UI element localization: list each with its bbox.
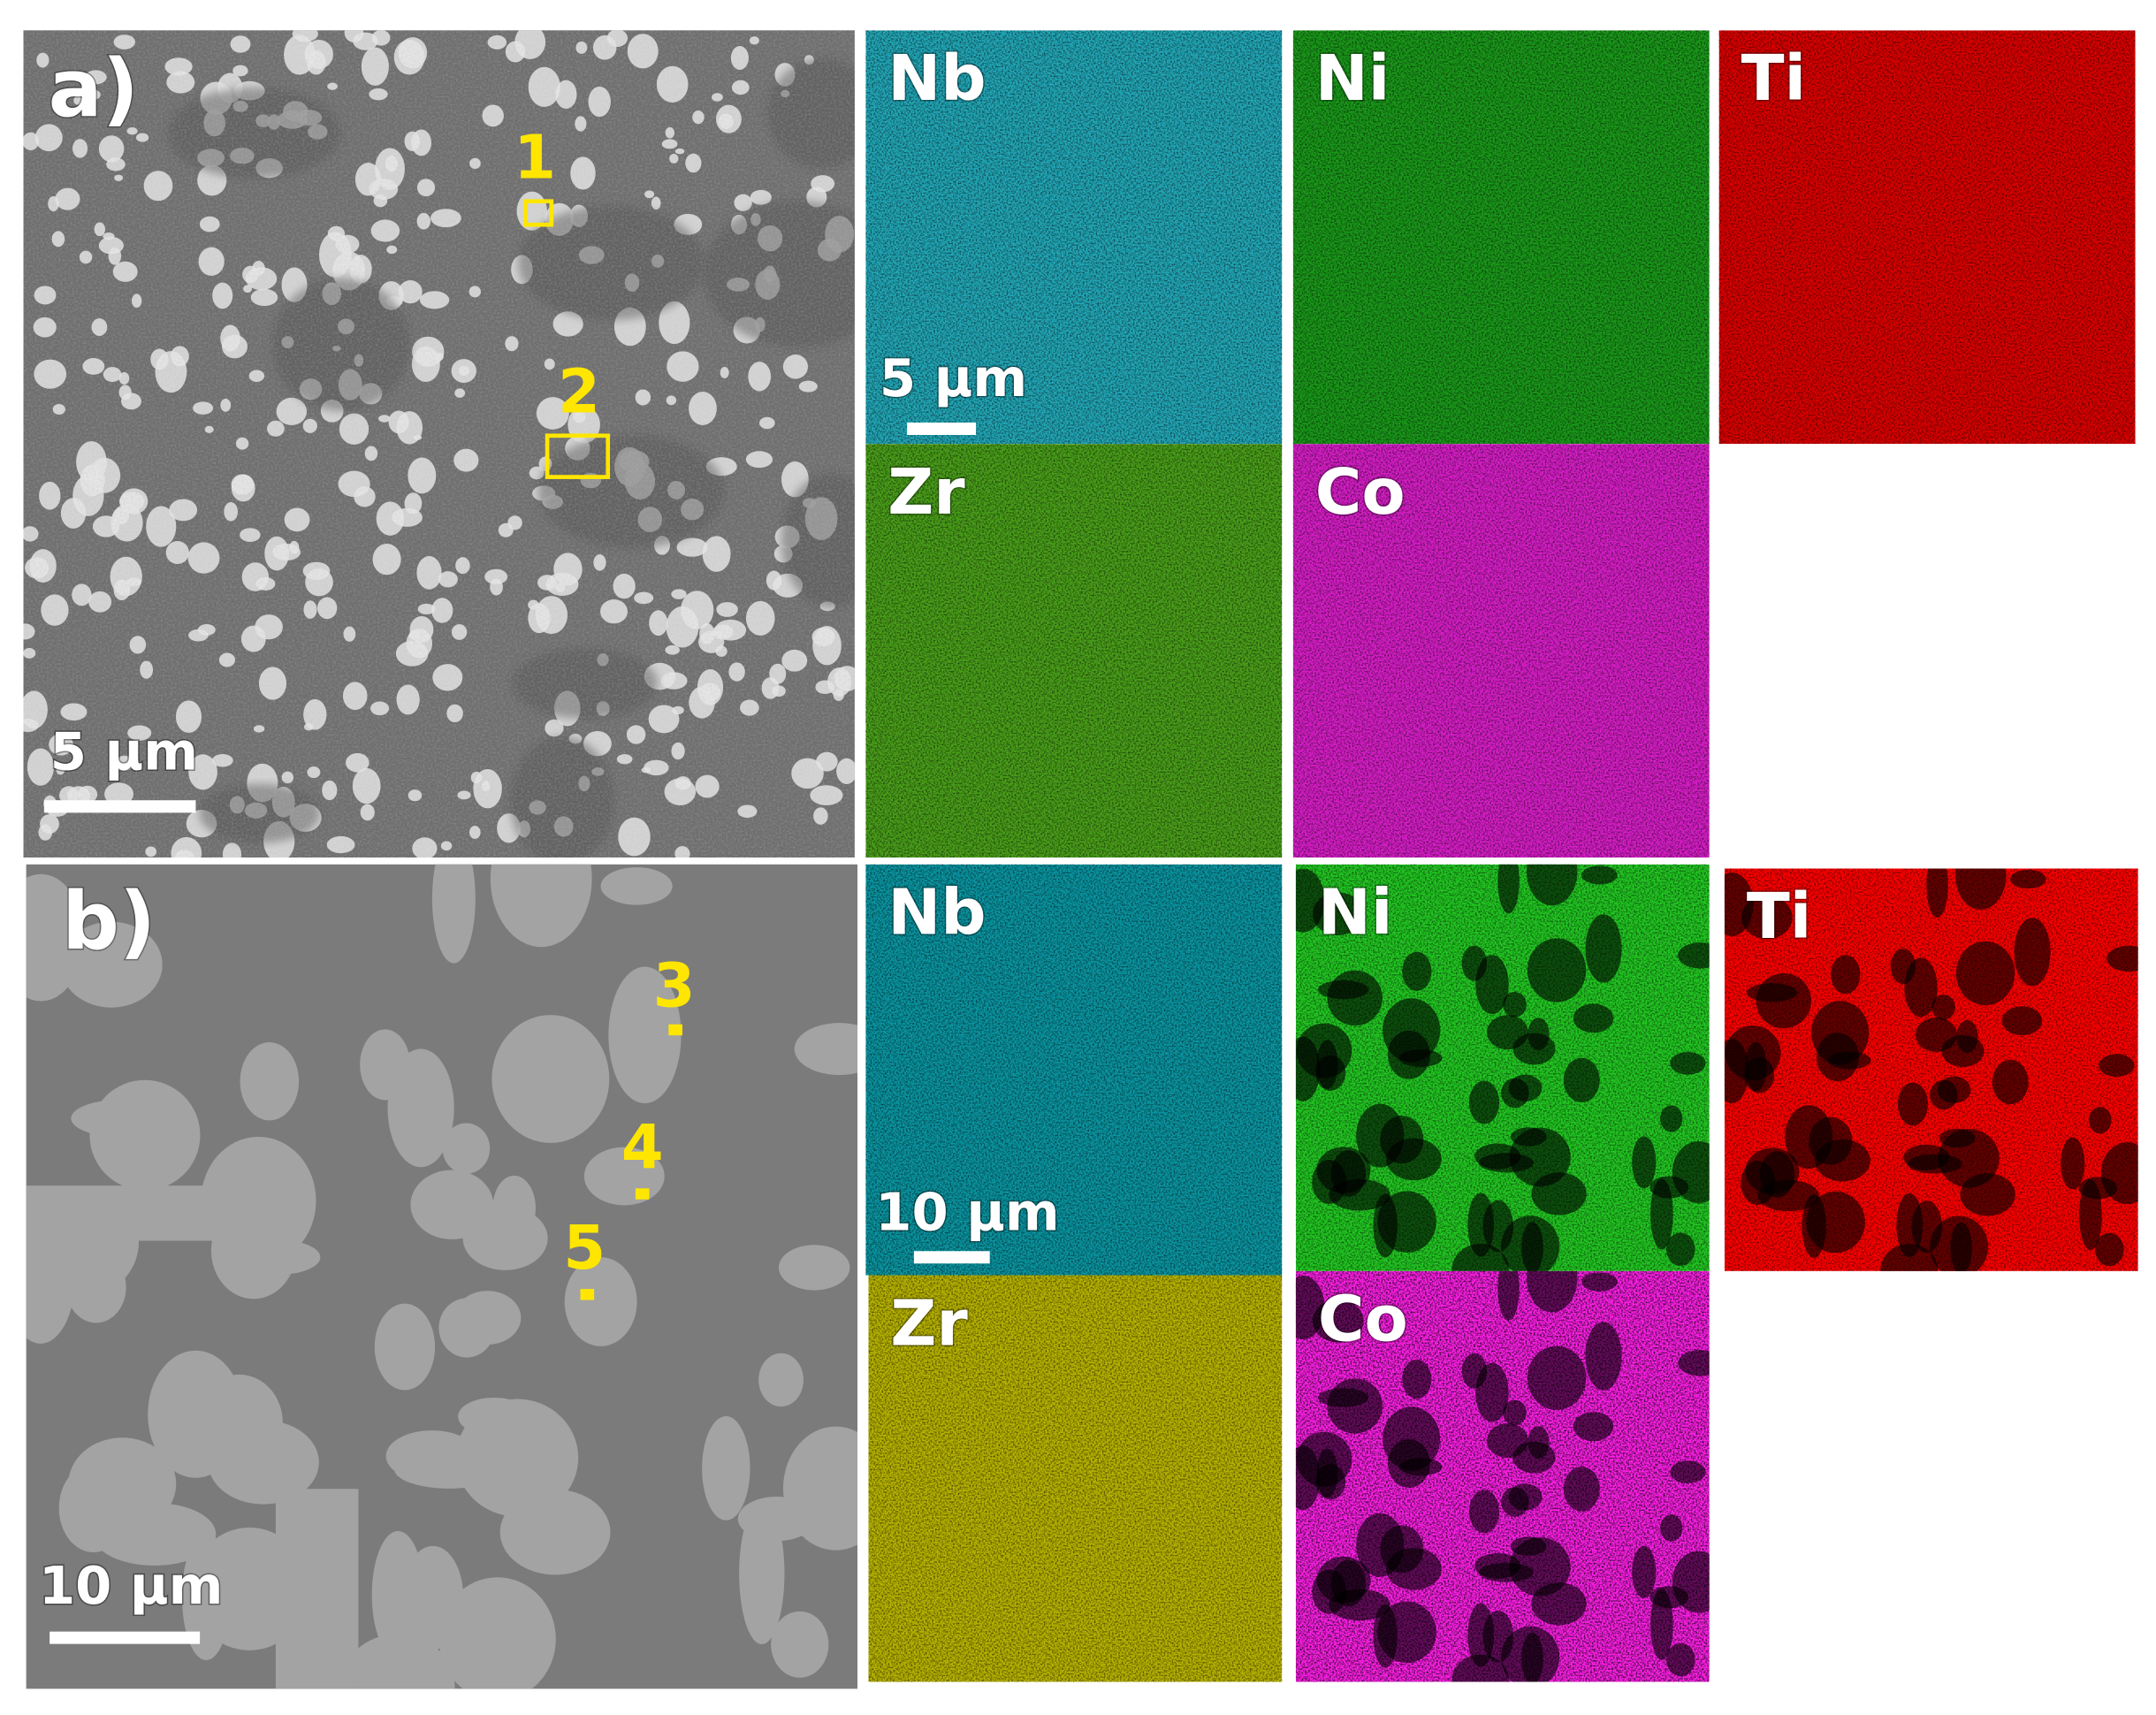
element-label: Zr [890,1285,968,1360]
eds-map [865,444,1283,858]
map-noise [1292,444,1710,858]
map-noise [1718,30,2136,445]
phase [89,1079,201,1191]
map-noise [1292,30,1710,445]
phase [374,1303,436,1391]
phase [240,1041,300,1121]
scale-bar-label: 10 μm [39,1555,223,1616]
phase [771,1611,829,1678]
element-label: Nb [888,875,986,949]
sem-noise [23,30,855,858]
map-noise [868,1275,1283,1682]
phase [97,1444,167,1538]
scale-bar-label: 5 μm [50,721,198,782]
element-label: Co [1318,1282,1408,1356]
map-noise [1295,1270,1710,1682]
map-noise [1295,864,1710,1271]
analysis-area [545,433,611,479]
element-label: Ti [1747,879,1812,953]
phase [499,1489,611,1575]
analysis-point [668,1024,682,1036]
phase [491,1015,610,1143]
map-scale-bar-label: 10 μm [875,1182,1059,1243]
map-scale-bar-label: 5 μm [880,347,1027,408]
phase [394,1450,505,1489]
eds-map [1292,30,1710,445]
map-noise [1724,868,2138,1271]
point-label: 1 [514,123,556,194]
map-noise [865,864,1283,1276]
eds-map [1295,864,1710,1271]
phase [148,1350,244,1478]
phase [600,867,673,905]
analysis-point [635,1188,650,1200]
phase [339,1634,455,1689]
phase [778,1245,850,1291]
phase [564,1257,637,1346]
phase [702,1416,750,1521]
phase [438,1298,495,1358]
point-label: 3 [653,951,696,1022]
eds-map [865,30,1283,445]
phase [60,921,163,1008]
analysis-area [522,199,554,227]
sem-texture [26,864,857,1689]
phase [758,1353,804,1407]
eds-map [1718,30,2136,445]
element-label: Co [1315,454,1406,529]
point-label: 5 [563,1213,606,1284]
map-noise [865,30,1283,445]
phase [608,966,682,1104]
phase [26,1185,233,1241]
point-label: 4 [621,1112,664,1183]
eds-map [1295,1270,1710,1682]
map-noise [865,444,1283,858]
phase [480,1589,524,1689]
labels: a) 5 μm 1 2 Nb Ni Ti Zr Co 5 μm b) 10 μm 3 45 Nb Ni Ti Zr… [37,40,1813,1644]
eds-map [1292,444,1710,858]
phase [410,1170,494,1239]
phase [233,1239,321,1276]
element-label: Ni [1315,41,1390,115]
phase [275,1489,359,1689]
eds-map [1724,868,2138,1271]
phase [181,1533,231,1660]
phase [490,864,592,948]
eds-maps [865,30,2138,1682]
element-label: Ti [1741,41,1807,115]
point-label: 2 [558,357,600,428]
phase [782,1426,857,1551]
phase [431,864,476,964]
eds-map [868,1275,1283,1682]
panel-label: b) [62,875,156,968]
phase [442,1123,491,1174]
phase [360,1029,411,1101]
element-label: Nb [888,41,986,115]
eds-map [865,864,1283,1276]
element-label: Ni [1318,875,1393,949]
analysis-point [580,1289,595,1300]
phase [455,1399,579,1517]
element-label: Zr [888,454,965,529]
panel-label: a) [49,42,139,135]
phase [794,1023,857,1076]
